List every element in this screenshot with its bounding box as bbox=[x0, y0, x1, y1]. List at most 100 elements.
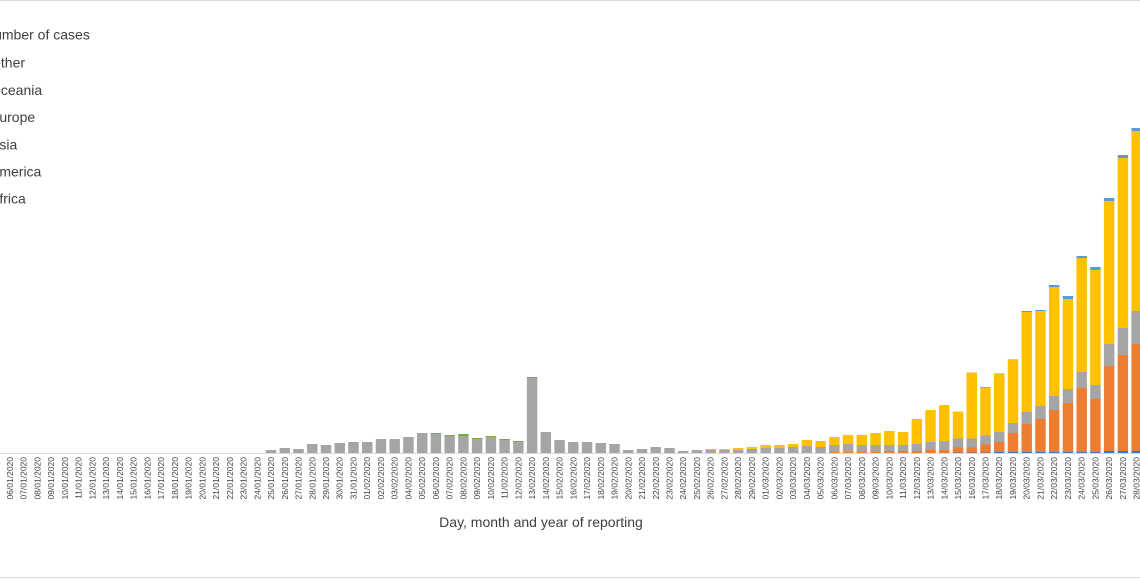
x-tick-label: 02/02/2020 bbox=[376, 457, 386, 500]
legend-label: Oceania bbox=[0, 82, 42, 98]
bar-segment bbox=[842, 452, 854, 453]
bar-segment bbox=[719, 450, 730, 453]
bar-segment bbox=[293, 449, 304, 453]
bar-segment bbox=[856, 452, 868, 453]
bar-segment bbox=[870, 452, 881, 453]
x-tick-label: 29/01/2020 bbox=[321, 457, 331, 500]
bar-segment bbox=[1035, 452, 1046, 453]
bar-segment bbox=[1035, 419, 1046, 452]
x-tick-label: 28/03/2020 bbox=[1132, 457, 1140, 500]
x-tick-label: 25/01/2020 bbox=[266, 457, 276, 500]
x-tick-label: 23/01/2020 bbox=[239, 457, 249, 500]
bar-segment bbox=[966, 447, 977, 453]
x-tick-label: 26/01/2020 bbox=[280, 457, 290, 500]
x-tick-label: 28/01/2020 bbox=[307, 457, 317, 500]
x-tick-label: 16/01/2020 bbox=[142, 457, 152, 500]
bar-segment bbox=[925, 450, 936, 453]
bar-segment bbox=[994, 373, 1005, 374]
bar-segment bbox=[1007, 433, 1019, 452]
legend-title: Number of cases bbox=[0, 27, 90, 43]
bar-segment bbox=[719, 449, 730, 450]
bar-segment bbox=[980, 444, 991, 453]
x-tick-label: 10/03/2020 bbox=[884, 457, 894, 500]
x-axis-title: Day, month and year of reporting bbox=[439, 514, 643, 530]
bar-segment bbox=[966, 452, 977, 453]
x-tick-label: 12/03/2020 bbox=[912, 457, 922, 500]
bar-segment bbox=[829, 437, 840, 445]
bar-segment bbox=[787, 444, 799, 447]
bar-segment bbox=[1007, 360, 1019, 423]
x-tick-label: 22/01/2020 bbox=[225, 457, 235, 500]
x-tick-label: 21/01/2020 bbox=[211, 457, 221, 500]
bar-segment bbox=[1076, 256, 1087, 258]
x-tick-label: 18/02/2020 bbox=[596, 457, 606, 500]
x-tick-label: 15/01/2020 bbox=[129, 457, 139, 500]
bar-segment bbox=[1131, 344, 1140, 451]
bar-segment bbox=[1035, 311, 1046, 406]
x-tick-label: 04/03/2020 bbox=[802, 457, 812, 500]
bar-segment bbox=[1103, 201, 1115, 344]
bar-segment bbox=[416, 433, 428, 453]
bar-segment bbox=[1007, 423, 1019, 433]
legend-label: Asia bbox=[0, 136, 17, 152]
bar-segment bbox=[897, 445, 909, 451]
x-tick-label: 24/02/2020 bbox=[678, 457, 688, 500]
x-tick-label: 22/02/2020 bbox=[651, 457, 661, 500]
bar-segment bbox=[1062, 299, 1074, 389]
bar-segment bbox=[471, 439, 483, 453]
bar-segment bbox=[994, 374, 1005, 432]
bar-segment bbox=[499, 440, 510, 453]
legend-label: America bbox=[0, 164, 42, 180]
x-tick-label: 11/01/2020 bbox=[74, 457, 84, 499]
x-tick-label: 12/01/2020 bbox=[87, 457, 97, 500]
x-tick-label: 20/02/2020 bbox=[623, 457, 633, 500]
x-tick-label: 08/01/2020 bbox=[32, 457, 42, 500]
bar-segment bbox=[1076, 452, 1087, 453]
bar-segment bbox=[430, 433, 442, 434]
bar-segment bbox=[568, 442, 579, 453]
x-tick-label: 02/03/2020 bbox=[774, 457, 784, 500]
bar-segment bbox=[897, 432, 909, 445]
bar-segment bbox=[1035, 310, 1046, 311]
x-tick-label: 10/02/2020 bbox=[486, 457, 496, 500]
bar-segment bbox=[952, 447, 964, 453]
bar-segment bbox=[1021, 412, 1032, 424]
bar-segment bbox=[1131, 128, 1140, 131]
x-tick-label: 17/02/2020 bbox=[582, 457, 592, 500]
x-tick-label: 26/02/2020 bbox=[706, 457, 716, 500]
bar-segment bbox=[430, 434, 442, 453]
bar-segment bbox=[1103, 366, 1115, 451]
x-tick-label: 14/01/2020 bbox=[115, 457, 125, 500]
x-tick-label: 21/02/2020 bbox=[637, 457, 647, 500]
bar-segment bbox=[925, 442, 936, 450]
bar-segment bbox=[1048, 452, 1060, 453]
bar-segment bbox=[1117, 328, 1129, 355]
bar-segment bbox=[1048, 410, 1060, 452]
bar-segment bbox=[774, 445, 785, 448]
bar-segment bbox=[801, 446, 813, 453]
bar-segment bbox=[801, 440, 813, 446]
bar-segment bbox=[787, 447, 799, 453]
x-tick-label: 30/01/2020 bbox=[335, 457, 345, 500]
bar-segment bbox=[829, 452, 840, 453]
bar-segment bbox=[664, 448, 675, 453]
bar-segment bbox=[705, 450, 716, 453]
bar-segment bbox=[939, 405, 950, 441]
bar-segment bbox=[1117, 451, 1129, 453]
x-tick-label: 29/02/2020 bbox=[747, 457, 757, 500]
x-tick-label: 11/03/2020 bbox=[898, 457, 908, 499]
bar-segment bbox=[952, 411, 964, 439]
bar-segment bbox=[1076, 388, 1087, 452]
bar-segment bbox=[362, 442, 373, 453]
x-tick-label: 11/02/2020 bbox=[500, 457, 510, 499]
bar-segment bbox=[334, 443, 345, 453]
bar-segment bbox=[623, 450, 634, 453]
bar-segment bbox=[1048, 396, 1060, 410]
bar-segment bbox=[1062, 296, 1074, 299]
x-tick-label: 22/03/2020 bbox=[1049, 457, 1059, 500]
x-tick-label: 19/01/2020 bbox=[184, 457, 194, 500]
bar-segment bbox=[897, 451, 909, 453]
x-tick-label: 03/03/2020 bbox=[788, 457, 798, 500]
x-tick-label: 08/02/2020 bbox=[458, 457, 468, 500]
